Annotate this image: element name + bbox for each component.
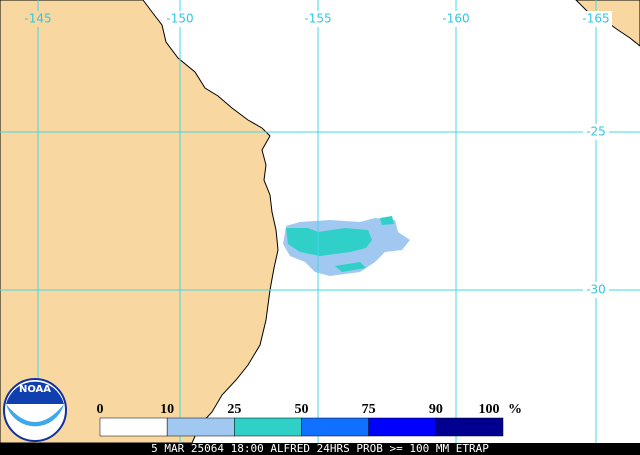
label-bg xyxy=(440,11,472,27)
legend: 0 10 25 50 75 90 100% xyxy=(97,402,522,437)
lon-label: -160 xyxy=(442,12,469,26)
label-bg xyxy=(583,124,609,140)
legend-swatch xyxy=(99,417,168,437)
legend-swatch xyxy=(166,417,235,437)
legend-label: 25 xyxy=(227,402,241,417)
legend-label: 100 xyxy=(479,402,500,417)
caption: 5 MAR 25064 18:00 ALFRED 24HRS PROB >= 1… xyxy=(151,442,489,455)
legend-label: 0 xyxy=(97,402,104,417)
grid xyxy=(0,0,640,443)
legend-swatch xyxy=(234,417,302,437)
caption-bar xyxy=(0,443,640,455)
label-bg xyxy=(302,11,334,27)
noaa-logo: NOAA xyxy=(3,378,67,442)
label-bg xyxy=(164,11,196,27)
logo-text: NOAA xyxy=(19,384,51,395)
legend-unit: % xyxy=(508,402,522,417)
land xyxy=(0,0,279,444)
lat-label: -25 xyxy=(586,125,606,139)
legend-label: 10 xyxy=(160,402,174,417)
lon-label: -155 xyxy=(304,12,331,26)
label-bg xyxy=(580,11,612,27)
lon-label: -165 xyxy=(582,12,609,26)
label-bg xyxy=(22,11,54,27)
legend-label: 90 xyxy=(429,402,443,417)
lon-label: -145 xyxy=(24,12,51,26)
rain-area xyxy=(283,216,410,276)
legend-swatch xyxy=(435,417,504,437)
legend-label: 50 xyxy=(295,402,309,417)
legend-swatch xyxy=(368,417,437,437)
legend-label: 75 xyxy=(362,402,376,417)
lat-label: -30 xyxy=(586,283,606,297)
label-bg xyxy=(583,282,609,298)
legend-swatch xyxy=(301,417,369,437)
lon-label: -150 xyxy=(166,12,193,26)
